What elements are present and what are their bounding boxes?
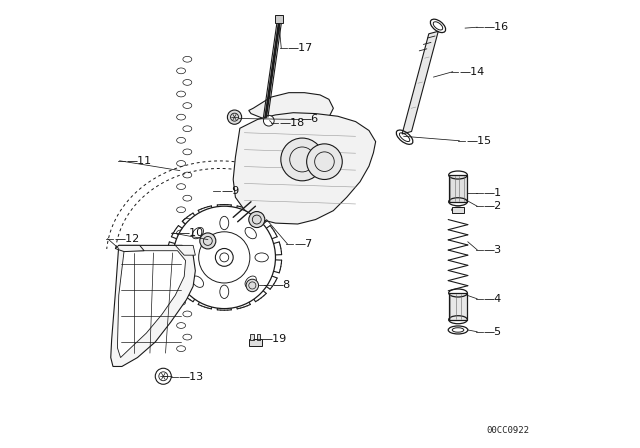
Polygon shape bbox=[402, 31, 438, 134]
Text: —18: —18 bbox=[279, 118, 304, 129]
Polygon shape bbox=[249, 93, 333, 126]
Bar bbox=[452, 207, 464, 213]
Circle shape bbox=[307, 144, 342, 180]
Text: —3: —3 bbox=[484, 245, 502, 255]
Circle shape bbox=[173, 206, 275, 309]
Text: —13: —13 bbox=[179, 372, 204, 382]
Text: —9: —9 bbox=[221, 185, 239, 196]
Circle shape bbox=[200, 233, 216, 249]
Circle shape bbox=[249, 211, 265, 228]
Text: —17: —17 bbox=[288, 43, 313, 53]
Circle shape bbox=[246, 279, 259, 292]
Circle shape bbox=[227, 110, 242, 124]
Circle shape bbox=[216, 249, 233, 266]
Bar bbox=[449, 293, 467, 320]
Circle shape bbox=[281, 138, 324, 181]
Bar bbox=[250, 334, 253, 340]
Text: —10: —10 bbox=[179, 228, 204, 238]
Text: —7: —7 bbox=[294, 239, 312, 249]
Text: 00CC0922: 00CC0922 bbox=[486, 426, 529, 435]
Text: —11: —11 bbox=[126, 156, 152, 166]
Text: —1: —1 bbox=[484, 188, 502, 198]
Polygon shape bbox=[115, 246, 144, 252]
Bar bbox=[275, 15, 284, 23]
Text: —8: —8 bbox=[273, 280, 291, 290]
Polygon shape bbox=[117, 251, 186, 358]
Circle shape bbox=[156, 368, 172, 384]
Polygon shape bbox=[233, 113, 376, 224]
Text: —5: —5 bbox=[484, 327, 502, 337]
Polygon shape bbox=[175, 246, 195, 255]
Text: —6: —6 bbox=[300, 114, 318, 125]
Text: —2: —2 bbox=[484, 201, 502, 211]
Bar bbox=[249, 339, 262, 346]
Bar bbox=[257, 334, 260, 340]
Text: —4: —4 bbox=[484, 294, 502, 304]
Circle shape bbox=[264, 116, 274, 126]
Text: —12: —12 bbox=[115, 234, 140, 244]
Text: —16: —16 bbox=[484, 22, 509, 32]
Bar bbox=[449, 175, 467, 202]
Polygon shape bbox=[111, 246, 195, 366]
Text: —19: —19 bbox=[261, 334, 287, 344]
Text: —15: —15 bbox=[466, 136, 491, 146]
Text: —14: —14 bbox=[460, 67, 484, 77]
